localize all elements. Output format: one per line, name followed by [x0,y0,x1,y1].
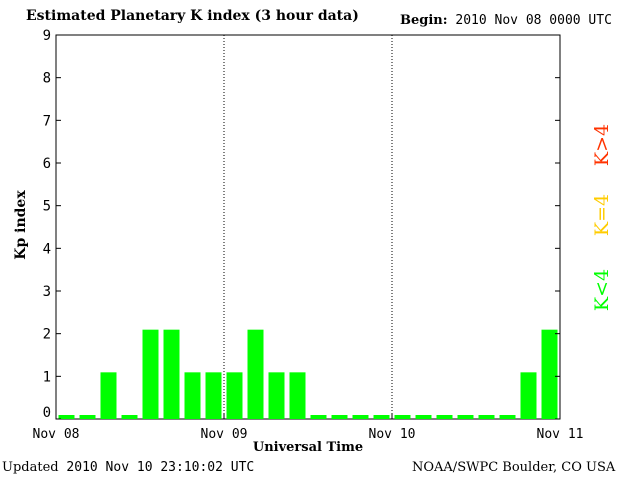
y-tick-label: 9 [43,28,51,44]
bar [520,372,537,419]
bar [457,415,474,419]
updated-timestamp: Updated 2010 Nov 10 23:10:02 UTC [2,460,254,475]
organization-credit: NOAA/SWPC Boulder, CO USA [412,460,616,475]
bar [499,415,516,419]
bar [79,415,96,419]
bar [142,329,159,419]
bar [289,372,306,419]
bar [205,372,222,419]
bar [478,415,495,419]
bar [541,329,558,419]
bar [184,372,201,419]
chart-title: Estimated Planetary K index (3 hour data… [26,8,359,24]
legend-k-below-4: K<4 [591,268,613,312]
x-tick-label: Nov 08 [33,427,80,442]
bar [100,372,117,419]
bar [247,329,264,419]
y-tick-label: 6 [43,156,51,172]
y-tick-label: 0 [43,405,51,421]
x-tick-label: Nov 09 [201,427,248,442]
bar [415,415,432,419]
bar [163,329,180,419]
legend-k-above-4: K>4 [591,123,613,167]
begin-value: 2010 Nov 08 0000 UTC [455,13,612,28]
y-tick-label: 7 [43,113,51,129]
updated-label: Updated [2,460,59,475]
y-tick-label: 4 [43,241,51,257]
bar [58,415,75,419]
bar [436,415,453,419]
bar [121,415,138,419]
plot-frame [55,34,561,420]
bar [331,415,348,419]
bar [310,415,327,419]
begin-label: Begin: [400,13,448,28]
y-axis-label: Kp index [13,190,29,260]
bar [394,415,411,419]
legend-k-equal-4: K=4 [591,193,613,237]
y-tick-label: 3 [43,284,51,300]
x-tick-label: Nov 10 [369,427,416,442]
y-tick-label: 5 [43,199,51,215]
y-tick-label: 2 [43,327,51,343]
bar [268,372,285,419]
bar [373,415,390,419]
bar [352,415,369,419]
begin-time: Begin: 2010 Nov 08 0000 UTC [400,13,612,28]
bar [226,372,243,419]
y-tick-label: 8 [43,71,51,87]
updated-value: 2010 Nov 10 23:10:02 UTC [66,460,255,475]
x-tick-label: Nov 11 [537,427,584,442]
x-axis-label: Universal Time [252,440,364,455]
y-tick-label: 1 [43,369,51,385]
